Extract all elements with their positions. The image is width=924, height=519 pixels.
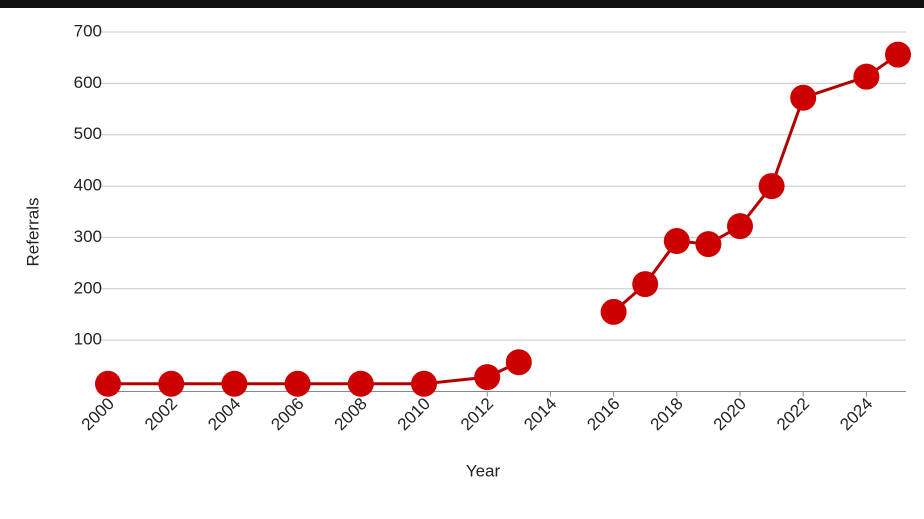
y-tick-label: 600 — [74, 73, 102, 92]
series-line — [108, 53, 899, 386]
point — [663, 228, 690, 255]
x-tick-label: 2014 — [520, 394, 560, 434]
point — [158, 370, 185, 397]
x-tick-label: 2002 — [141, 394, 181, 434]
point — [600, 298, 627, 325]
y-tick-label: 700 — [74, 21, 102, 40]
point — [695, 231, 722, 258]
x-tick-label: 2004 — [204, 394, 244, 434]
point — [758, 173, 785, 200]
point — [221, 370, 248, 397]
x-tick-label: 2000 — [78, 394, 118, 434]
x-tick-label: 2022 — [773, 394, 813, 434]
x-axis-label: Year — [466, 461, 501, 480]
point — [474, 364, 501, 391]
point — [885, 41, 911, 68]
point — [632, 271, 659, 298]
y-axis-label: Referrals — [23, 198, 42, 267]
point — [727, 213, 753, 240]
x-tick-label: 2006 — [267, 394, 307, 434]
y-tick-label: 500 — [74, 124, 102, 143]
x-tick-label: 2024 — [836, 394, 876, 434]
x-tick-label: 2018 — [647, 394, 687, 434]
point — [790, 84, 817, 111]
point — [95, 370, 121, 397]
top-bar — [0, 0, 924, 8]
x-tick-label: 2010 — [394, 394, 434, 434]
point — [284, 370, 311, 397]
y-tick-label: 300 — [74, 227, 102, 246]
y-tick-label: 400 — [74, 176, 102, 195]
x-tick-label: 2012 — [457, 394, 497, 434]
point — [411, 370, 437, 397]
x-tick-label: 2020 — [710, 394, 750, 434]
point — [505, 349, 532, 376]
y-tick-label: 100 — [74, 330, 102, 349]
y-tick-label: 200 — [74, 278, 102, 297]
point — [853, 63, 880, 90]
x-tick-label: 2008 — [331, 394, 371, 434]
point — [347, 370, 374, 397]
x-tick-label: 2016 — [583, 394, 623, 434]
